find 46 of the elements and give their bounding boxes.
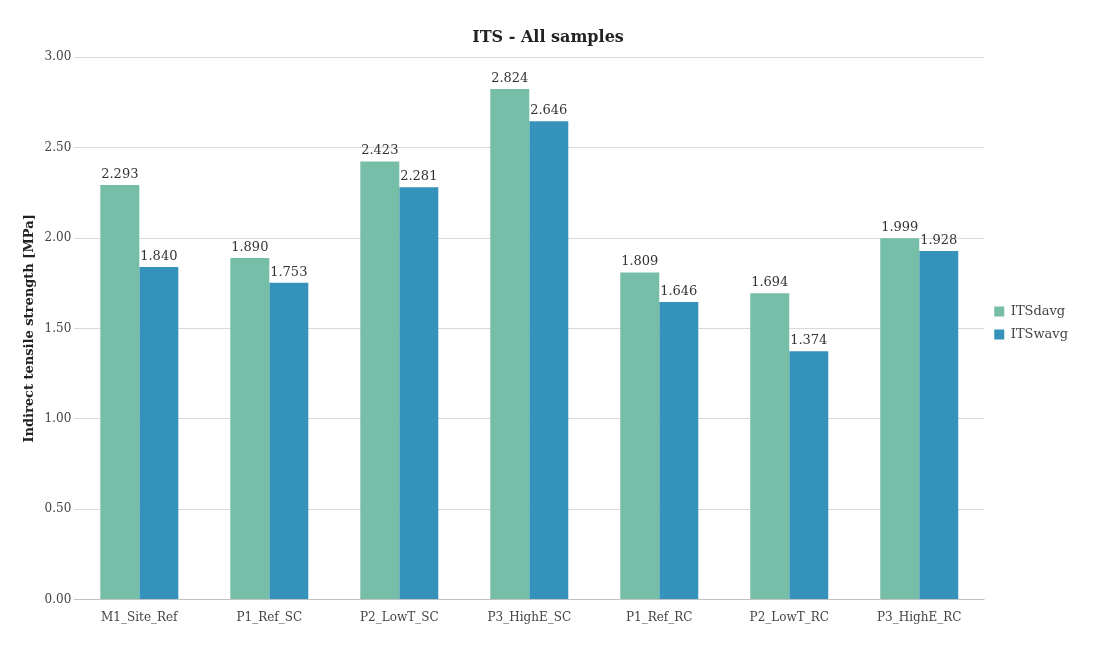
- data-label: 1.694: [751, 274, 789, 290]
- bar: [399, 187, 439, 600]
- x-tick-label: P3_HighE_SC: [487, 609, 572, 624]
- x-tick-label: P1_Ref_RC: [626, 609, 693, 624]
- y-tick-label: 2.00: [44, 230, 72, 245]
- data-label: 1.928: [920, 231, 958, 247]
- data-label: 1.374: [790, 332, 828, 348]
- data-label: 1.840: [140, 247, 178, 263]
- bar: [529, 121, 569, 600]
- data-label: 2.281: [400, 168, 438, 184]
- data-label: 2.646: [530, 102, 568, 118]
- legend-label: ITSwavg: [1010, 325, 1069, 341]
- bar: [789, 351, 829, 600]
- x-tick-label: P2_LowT_SC: [360, 609, 439, 624]
- bar: [269, 282, 309, 600]
- data-label: 2.423: [361, 142, 399, 158]
- data-label: 1.809: [621, 253, 659, 269]
- bar: [880, 238, 920, 600]
- bar: [139, 266, 179, 600]
- x-tick-label: P3_HighE_RC: [877, 609, 962, 624]
- data-label: 2.824: [491, 69, 529, 85]
- y-tick-label: 0.50: [44, 501, 72, 516]
- data-label: 1.999: [881, 219, 919, 235]
- bar: [100, 185, 140, 600]
- bar: [230, 257, 270, 600]
- y-tick-label: 0.00: [44, 591, 72, 606]
- data-label: 2.293: [101, 165, 139, 181]
- y-tick-label: 1.50: [44, 320, 72, 335]
- y-tick-label: 1.00: [44, 410, 72, 425]
- bar: [750, 293, 790, 600]
- bar: [490, 89, 530, 600]
- y-tick-label: 2.50: [44, 139, 72, 154]
- bar: [919, 251, 959, 600]
- data-label: 1.753: [270, 263, 308, 279]
- legend-label: ITSdavg: [1010, 302, 1066, 318]
- data-label: 1.890: [231, 238, 269, 254]
- x-tick-label: P2_LowT_RC: [749, 609, 829, 624]
- y-axis-title: Indirect tensile strength [MPa]: [21, 214, 37, 443]
- y-tick-label: 3.00: [44, 49, 72, 64]
- bar: [659, 302, 699, 600]
- x-tick-label: P1_Ref_SC: [236, 609, 303, 624]
- x-tick-label: M1_Site_Ref: [101, 609, 180, 624]
- bar: [620, 272, 660, 600]
- bar: [360, 161, 400, 600]
- chart-title: ITS - All samples: [472, 26, 624, 46]
- data-label: 1.646: [660, 282, 698, 298]
